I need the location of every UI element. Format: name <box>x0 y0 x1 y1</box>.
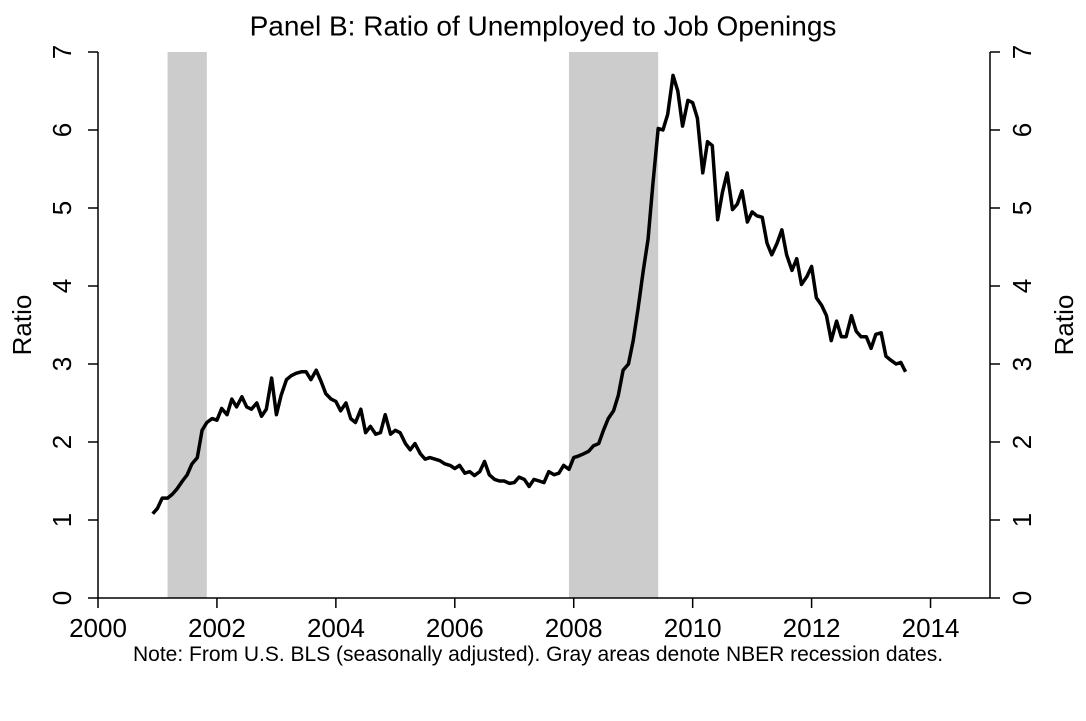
y-tick-label: 2 <box>47 435 77 449</box>
note: Note: From U.S. BLS (seasonally adjusted… <box>133 643 944 666</box>
y2-tick-label: 6 <box>1007 123 1037 137</box>
y2-axis-label: Ratio <box>1049 295 1079 356</box>
y2-tick-label: 7 <box>1007 45 1037 59</box>
y-tick-label: 5 <box>47 201 77 215</box>
y-tick-label: 1 <box>47 513 77 527</box>
line <box>151 73 908 515</box>
chart: Panel B: Ratio of Unemployed to Job Open… <box>7 10 1079 640</box>
y2-tick-label: 3 <box>1007 357 1037 371</box>
y-tick-label: 3 <box>47 357 77 371</box>
y2-tick-label: 2 <box>1007 435 1037 449</box>
y2-tick-label: 0 <box>1007 591 1037 605</box>
y2-tick-label: 1 <box>1007 513 1037 527</box>
x-tick-label: 2002 <box>188 613 246 640</box>
y-axis-label: Ratio <box>7 295 37 356</box>
recession-band <box>167 52 207 598</box>
x-tick-label: 2014 <box>902 613 960 640</box>
chart-title: Panel B: Ratio of Unemployed to Job Open… <box>250 10 837 41</box>
y2-tick-label: 4 <box>1007 279 1037 293</box>
y-tick-label: 4 <box>47 279 77 293</box>
x-tick-label: 2012 <box>783 613 841 640</box>
y-tick-label: 6 <box>47 123 77 137</box>
x-tick-label: 2004 <box>307 613 365 640</box>
x-tick-label: 2008 <box>545 613 603 640</box>
x-tick-label: 2006 <box>426 613 484 640</box>
y2-tick-label: 5 <box>1007 201 1037 215</box>
x-tick-label: 2000 <box>69 613 127 640</box>
recession-band <box>568 52 659 598</box>
x-tick-label: 2010 <box>664 613 722 640</box>
y-tick-label: 7 <box>47 45 77 59</box>
y-tick-label: 0 <box>47 591 77 605</box>
